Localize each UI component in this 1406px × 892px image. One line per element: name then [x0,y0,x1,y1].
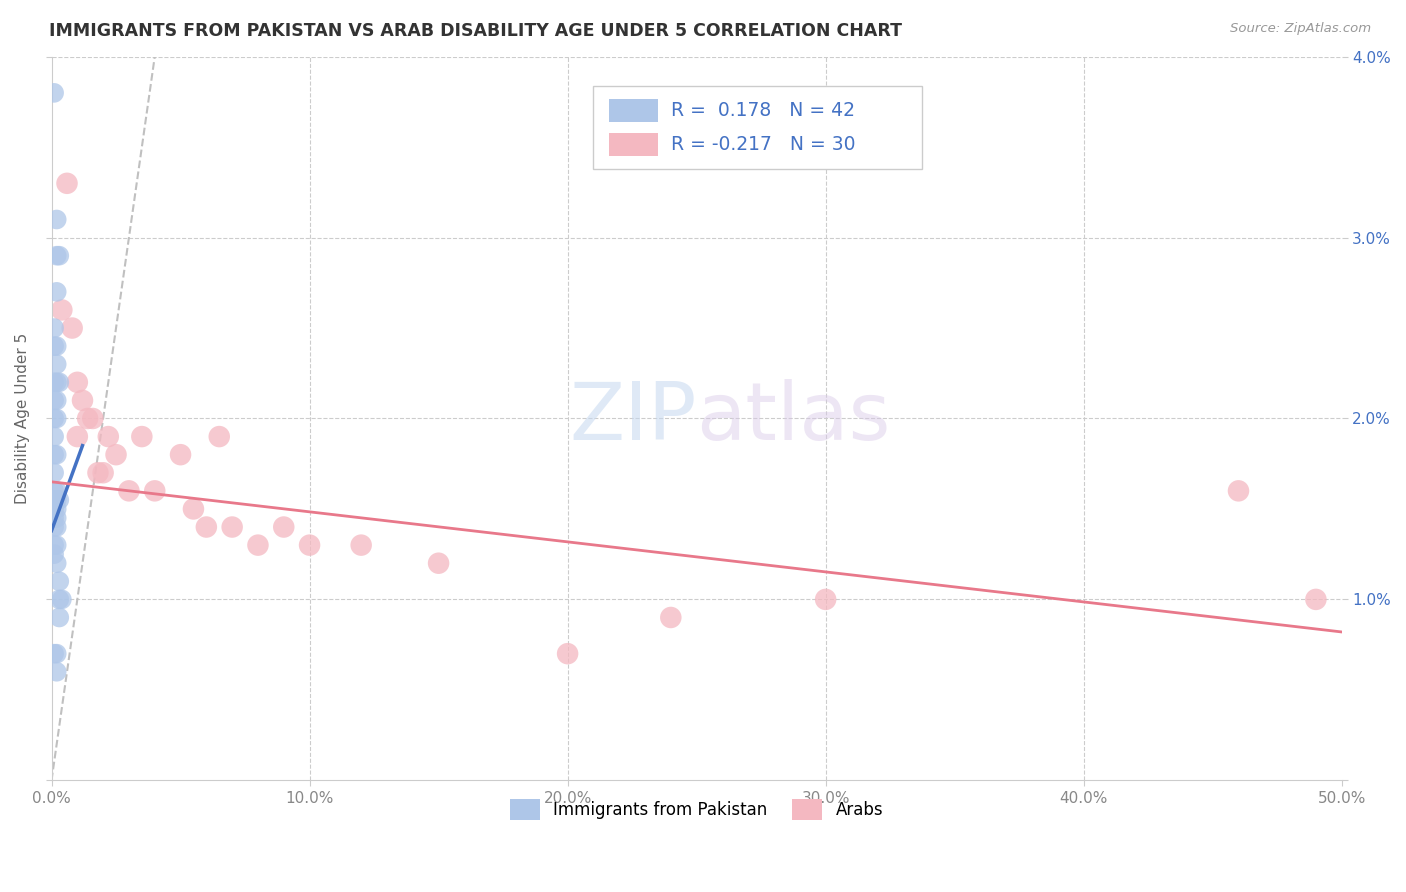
FancyBboxPatch shape [593,86,922,169]
Point [45,376,67,390]
Point [42,647,65,661]
Legend: Immigrants from Pakistan, Arabs: Immigrants from Pakistan, Arabs [503,793,890,826]
Point [72,393,94,408]
Point [45,511,67,525]
Point [42,321,65,335]
Point [350,538,373,552]
Point [97,429,120,443]
Point [42,520,65,534]
Point [1305,592,1327,607]
Point [105,448,128,462]
Point [91,466,114,480]
Point [45,520,67,534]
Point [82,411,104,425]
Point [118,483,141,498]
Point [143,483,166,498]
Text: atlas: atlas [696,379,891,458]
Point [42,492,65,507]
Point [48,249,70,263]
Point [42,483,65,498]
Point [66,376,89,390]
Point [48,574,70,589]
Point [42,339,65,353]
Point [42,448,65,462]
Point [45,212,67,227]
Point [45,665,67,679]
Point [51,302,73,317]
FancyBboxPatch shape [609,99,658,122]
Point [208,429,231,443]
Point [45,492,67,507]
Point [273,520,295,534]
Point [45,483,67,498]
Point [246,538,269,552]
Text: IMMIGRANTS FROM PAKISTAN VS ARAB DISABILITY AGE UNDER 5 CORRELATION CHART: IMMIGRANTS FROM PAKISTAN VS ARAB DISABIL… [49,22,903,40]
Point [45,339,67,353]
Point [42,547,65,561]
Point [51,592,73,607]
Point [298,538,321,552]
Point [45,647,67,661]
Point [45,556,67,570]
Point [42,429,65,443]
Point [45,249,67,263]
Y-axis label: Disability Age Under 5: Disability Age Under 5 [15,333,30,504]
Point [221,520,243,534]
Text: R = -0.217   N = 30: R = -0.217 N = 30 [671,135,855,153]
Point [42,466,65,480]
Point [45,285,67,299]
Point [45,502,67,516]
Point [131,429,153,443]
Point [60,321,83,335]
Point [195,520,218,534]
FancyBboxPatch shape [609,133,658,156]
Point [42,538,65,552]
Point [42,502,65,516]
Point [87,466,110,480]
Point [42,393,65,408]
Point [48,376,70,390]
Point [45,393,67,408]
Point [66,429,89,443]
Point [48,610,70,624]
Point [183,502,205,516]
Point [42,376,65,390]
Point [427,556,450,570]
Point [48,492,70,507]
Point [48,592,70,607]
Point [76,411,98,425]
Point [814,592,837,607]
Point [45,411,67,425]
Point [42,86,65,100]
Point [557,647,579,661]
Point [42,511,65,525]
Text: R =  0.178   N = 42: R = 0.178 N = 42 [671,101,855,120]
Point [56,177,79,191]
Point [659,610,682,624]
Point [45,448,67,462]
Point [1227,483,1250,498]
Text: Source: ZipAtlas.com: Source: ZipAtlas.com [1230,22,1371,36]
Text: ZIP: ZIP [569,379,696,458]
Point [42,411,65,425]
Point [169,448,191,462]
Point [45,357,67,371]
Point [45,538,67,552]
